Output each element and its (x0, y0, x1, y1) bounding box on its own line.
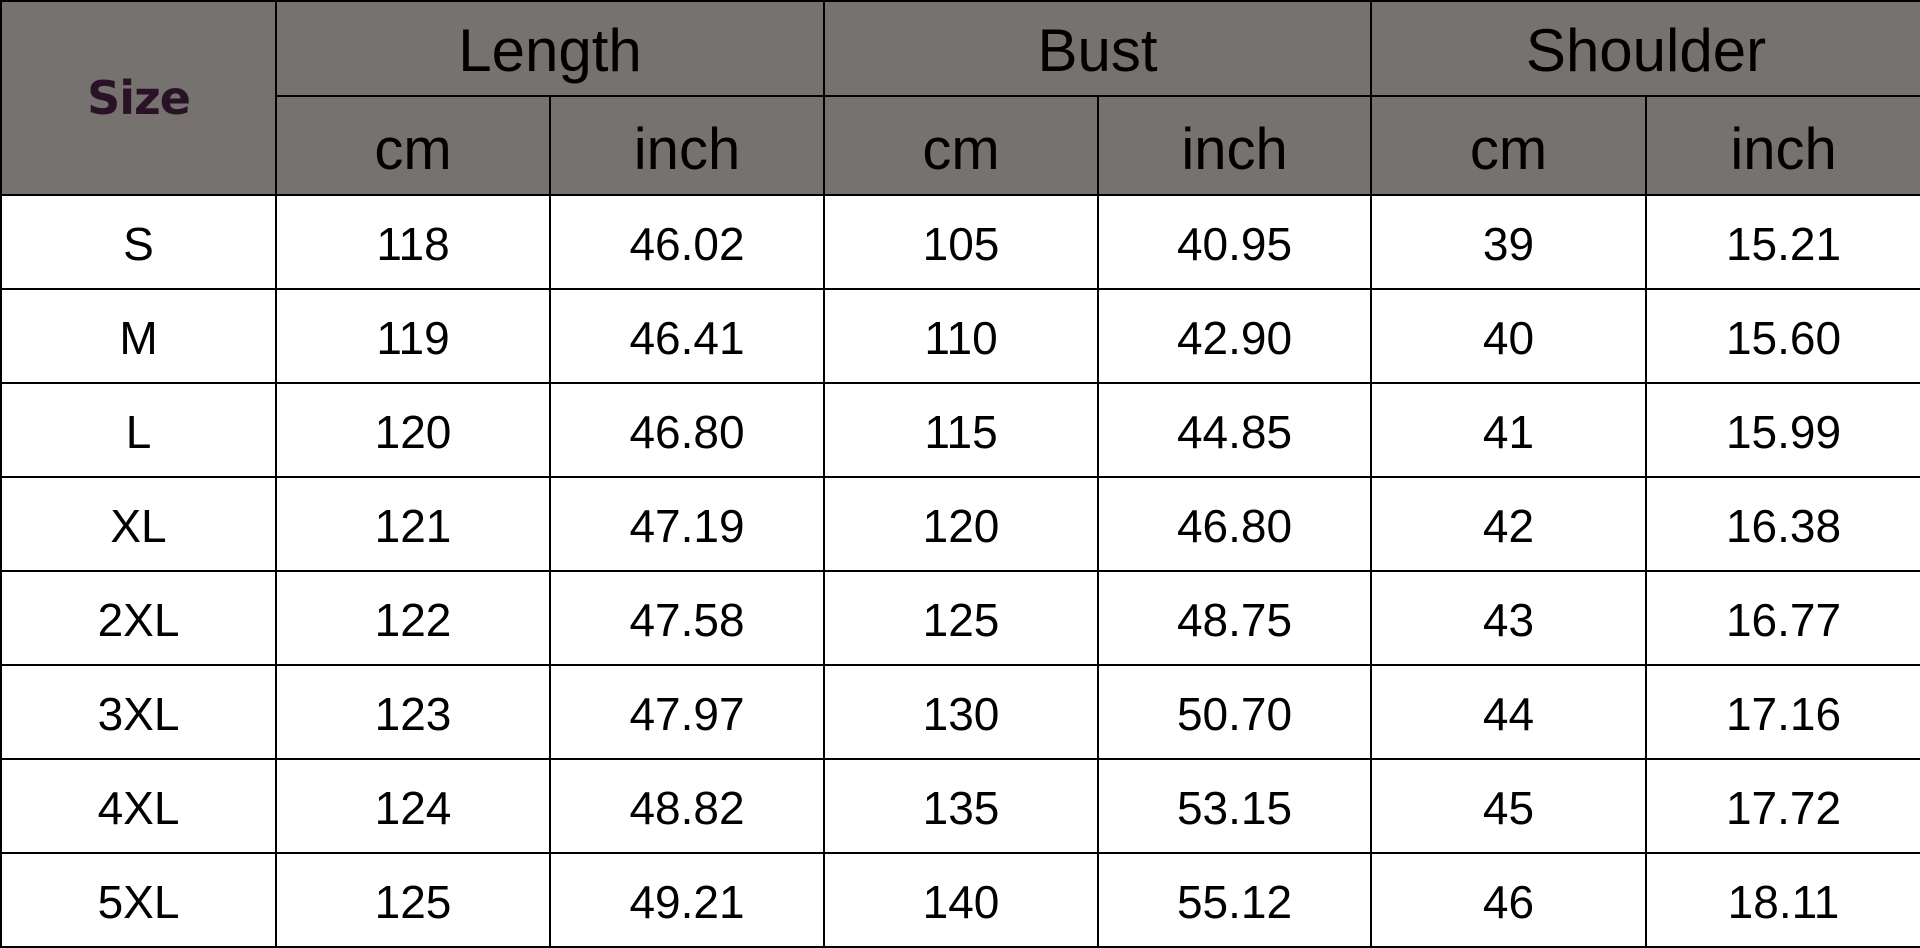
cell-shoulder-inch: 17.16 (1645, 664, 1920, 760)
cell-size: XL (0, 476, 277, 572)
cell-length-cm: 122 (275, 570, 551, 666)
cell-bust-inch: 44.85 (1097, 382, 1373, 478)
cell-shoulder-inch: 18.11 (1645, 852, 1920, 948)
cell-length-inch: 48.82 (548, 758, 826, 854)
cell-shoulder-cm: 43 (1370, 570, 1648, 666)
cell-bust-cm: 140 (823, 852, 1100, 948)
table-row: 4XL 124 48.82 135 53.15 45 17.72 (0, 758, 1920, 854)
cell-shoulder-cm: 40 (1370, 288, 1648, 384)
cell-shoulder-cm: 39 (1370, 194, 1648, 290)
cell-length-cm: 118 (275, 194, 551, 290)
cell-bust-inch: 48.75 (1097, 570, 1373, 666)
cell-length-cm: 120 (275, 382, 551, 478)
cell-bust-inch: 42.90 (1097, 288, 1373, 384)
cell-size: S (0, 194, 277, 290)
cell-bust-cm: 110 (823, 288, 1100, 384)
cell-bust-inch: 46.80 (1097, 476, 1373, 572)
cell-length-inch: 47.19 (548, 476, 826, 572)
table-row: 2XL 122 47.58 125 48.75 43 16.77 (0, 570, 1920, 666)
unit-bust-cm: cm (823, 95, 1100, 196)
cell-size: 5XL (0, 852, 277, 948)
cell-length-cm: 119 (275, 288, 551, 384)
cell-bust-inch: 40.95 (1097, 194, 1373, 290)
cell-shoulder-cm: 45 (1370, 758, 1648, 854)
unit-length-cm: cm (275, 95, 551, 196)
table-row: 5XL 125 49.21 140 55.12 46 18.11 (0, 852, 1920, 948)
unit-shoulder-cm: cm (1370, 95, 1648, 196)
cell-shoulder-cm: 44 (1370, 664, 1648, 760)
cell-length-cm: 121 (275, 476, 551, 572)
cell-size: 2XL (0, 570, 277, 666)
cell-bust-cm: 105 (823, 194, 1100, 290)
cell-length-inch: 46.41 (548, 288, 826, 384)
cell-size: 4XL (0, 758, 277, 854)
table-row: L 120 46.80 115 44.85 41 15.99 (0, 382, 1920, 478)
cell-length-cm: 125 (275, 852, 551, 948)
cell-length-cm: 124 (275, 758, 551, 854)
cell-bust-inch: 55.12 (1097, 852, 1373, 948)
cell-length-inch: 47.58 (548, 570, 826, 666)
cell-shoulder-inch: 15.99 (1645, 382, 1920, 478)
cell-bust-cm: 120 (823, 476, 1100, 572)
table-row: M 119 46.41 110 42.90 40 15.60 (0, 288, 1920, 384)
cell-shoulder-inch: 17.72 (1645, 758, 1920, 854)
cell-shoulder-cm: 42 (1370, 476, 1648, 572)
header-unit-row: cm inch cm inch cm inch (1, 95, 1920, 196)
table-row: 3XL 123 47.97 130 50.70 44 17.16 (0, 664, 1920, 760)
cell-shoulder-cm: 41 (1370, 382, 1648, 478)
cell-size: L (0, 382, 277, 478)
cell-shoulder-cm: 46 (1370, 852, 1648, 948)
header-size: Size (0, 0, 277, 196)
cell-length-inch: 49.21 (548, 852, 826, 948)
header-group-row: Size Length Bust Shoulder (0, 0, 1920, 196)
table-row: XL 121 47.19 120 46.80 42 16.38 (0, 476, 1920, 572)
cell-bust-cm: 135 (823, 758, 1100, 854)
unit-shoulder-inch: inch (1645, 95, 1920, 196)
cell-length-inch: 46.02 (548, 194, 826, 290)
cell-length-inch: 46.80 (548, 382, 826, 478)
cell-size: 3XL (0, 664, 277, 760)
cell-bust-cm: 115 (823, 382, 1100, 478)
cell-length-cm: 123 (275, 664, 551, 760)
unit-length-inch: inch (548, 95, 826, 196)
cell-size: M (0, 288, 277, 384)
cell-shoulder-inch: 15.21 (1645, 194, 1920, 290)
header-bust: Bust (823, 0, 1373, 97)
unit-bust-inch: inch (1097, 95, 1373, 196)
cell-shoulder-inch: 16.77 (1645, 570, 1920, 666)
table-row: S 118 46.02 105 40.95 39 15.21 (0, 194, 1920, 290)
cell-shoulder-inch: 15.60 (1645, 288, 1920, 384)
header-length: Length (274, 0, 826, 97)
cell-bust-inch: 50.70 (1097, 664, 1373, 760)
cell-length-inch: 47.97 (548, 664, 826, 760)
cell-bust-cm: 130 (823, 664, 1100, 760)
cell-bust-cm: 125 (823, 570, 1100, 666)
cell-bust-inch: 53.15 (1097, 758, 1373, 854)
cell-shoulder-inch: 16.38 (1645, 476, 1920, 572)
header-shoulder: Shoulder (1370, 0, 1920, 97)
